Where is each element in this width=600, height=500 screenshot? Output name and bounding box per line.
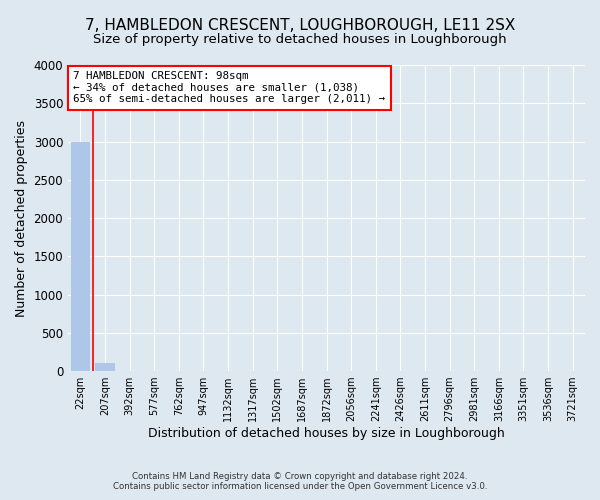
Bar (71, 142, 90, 371)
Bar (95, 362, 115, 371)
Text: 7, HAMBLEDON CRESCENT, LOUGHBOROUGH, LE11 2SX: 7, HAMBLEDON CRESCENT, LOUGHBOROUGH, LE1… (85, 18, 515, 32)
Y-axis label: Number of detached properties: Number of detached properties (15, 120, 28, 316)
X-axis label: Distribution of detached houses by size in Loughborough: Distribution of detached houses by size … (148, 427, 505, 440)
Text: 7 HAMBLEDON CRESCENT: 98sqm
← 34% of detached houses are smaller (1,038)
65% of : 7 HAMBLEDON CRESCENT: 98sqm ← 34% of det… (73, 71, 385, 104)
Text: Size of property relative to detached houses in Loughborough: Size of property relative to detached ho… (93, 32, 507, 46)
Text: Contains HM Land Registry data © Crown copyright and database right 2024.
Contai: Contains HM Land Registry data © Crown c… (113, 472, 487, 491)
